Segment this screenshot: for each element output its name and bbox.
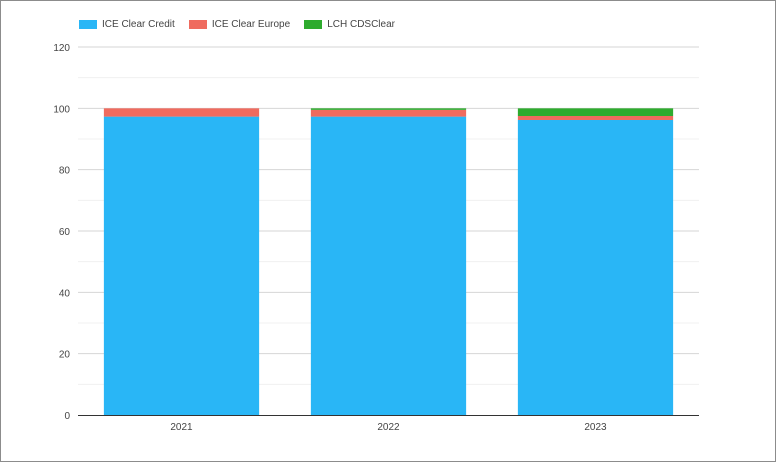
bar-segment-ice-clear-credit-2023 (517, 119, 674, 415)
legend-label-ice-clear-europe: ICE Clear Europe (211, 19, 291, 30)
bar-segment-ice-clear-europe-2023 (517, 116, 674, 120)
bar-segment-ice-clear-europe-2021 (103, 108, 260, 117)
x-tick-label: 2021 (170, 422, 193, 433)
x-tick-label: 2023 (584, 422, 607, 433)
legend-item-lch-cdsclear[interactable]: LCH CDSClear (304, 19, 395, 30)
y-tick-label: 80 (59, 166, 71, 177)
y-tick-label: 0 (64, 411, 70, 422)
bar-segment-lch-cdsclear-2022 (310, 108, 467, 110)
legend-label-lch-cdsclear: LCH CDSClear (327, 19, 395, 30)
y-tick-label: 60 (59, 227, 71, 238)
legend: ICE Clear Credit ICE Clear Europe LCH CD… (79, 19, 395, 30)
bar-segment-ice-clear-credit-2021 (103, 116, 260, 415)
bar-segment-ice-clear-europe-2022 (310, 109, 467, 117)
bar-segment-lch-cdsclear-2023 (517, 108, 674, 116)
bar-segment-ice-clear-credit-2022 (310, 116, 467, 415)
legend-label-ice-clear-credit: ICE Clear Credit (102, 19, 175, 30)
y-tick-label: 40 (59, 288, 71, 299)
x-tick-label: 2022 (377, 422, 400, 433)
legend-swatch-ice-clear-credit (79, 20, 97, 29)
legend-swatch-lch-cdsclear (304, 20, 323, 29)
legend-item-ice-clear-europe[interactable]: ICE Clear Europe (188, 19, 291, 30)
y-tick-label: 100 (53, 104, 70, 115)
legend-item-ice-clear-credit[interactable]: ICE Clear Credit (79, 19, 175, 30)
legend-swatch-ice-clear-europe (188, 20, 207, 29)
y-tick-label: 120 (53, 43, 70, 54)
y-tick-label: 20 (59, 350, 71, 361)
